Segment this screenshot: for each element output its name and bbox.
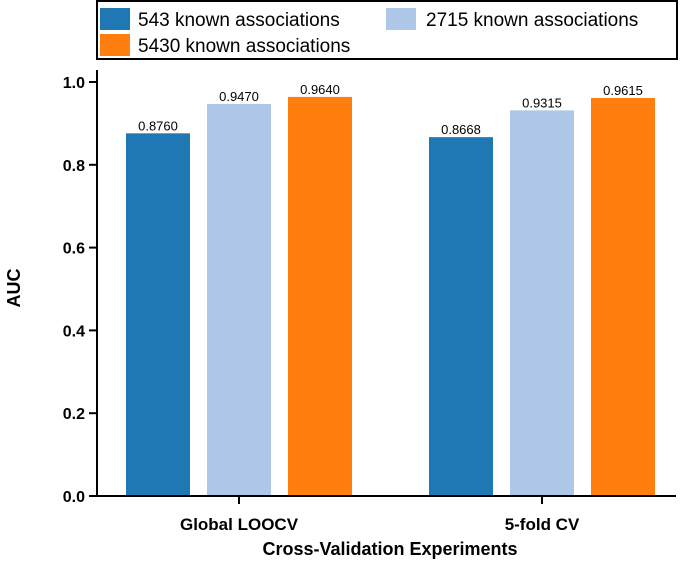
y-tick-label: 0.4 <box>63 323 85 340</box>
data-label: 0.8668 <box>441 122 481 137</box>
legend-swatch-543 <box>100 8 130 30</box>
y-axis-ticks: 0.0 0.2 0.4 0.6 0.8 1.0 <box>63 75 97 506</box>
legend-swatch-5430 <box>100 34 130 56</box>
y-tick-label: 1.0 <box>63 75 85 92</box>
y-axis-title: AUC <box>4 269 24 308</box>
data-label: 0.8760 <box>138 118 178 133</box>
data-label: 0.9640 <box>300 82 340 97</box>
x-category-label: 5-fold CV <box>505 515 580 534</box>
bar-2-1 <box>207 103 271 496</box>
bar-1-2 <box>429 137 493 496</box>
x-axis-title: Cross-Validation Experiments <box>262 539 517 559</box>
y-tick-label: 0.0 <box>63 489 85 506</box>
y-tick-label: 0.6 <box>63 241 85 258</box>
bar-2-2 <box>510 110 574 496</box>
data-label: 0.9315 <box>522 95 562 110</box>
x-category-label: Global LOOCV <box>180 515 299 534</box>
bar-1-1 <box>126 133 190 496</box>
bar-3-1 <box>288 96 352 497</box>
legend-label-543: 543 known associations <box>138 10 340 31</box>
legend: 543 known associations 2715 known associ… <box>96 0 678 60</box>
x-axis-labels: Global LOOCV 5-fold CV <box>180 496 580 534</box>
legend-label-5430: 5430 known associations <box>138 36 350 57</box>
legend-swatch-2715 <box>386 8 416 30</box>
bars: 0.8760 0.9470 0.9640 0.8668 0.9315 0.9615 <box>126 82 655 497</box>
y-tick-label: 0.2 <box>63 406 85 423</box>
legend-label-2715: 2715 known associations <box>426 10 638 31</box>
y-tick-label: 0.8 <box>63 158 85 175</box>
data-label: 0.9470 <box>219 89 259 104</box>
data-label: 0.9615 <box>603 83 643 98</box>
bar-3-2 <box>591 97 655 497</box>
